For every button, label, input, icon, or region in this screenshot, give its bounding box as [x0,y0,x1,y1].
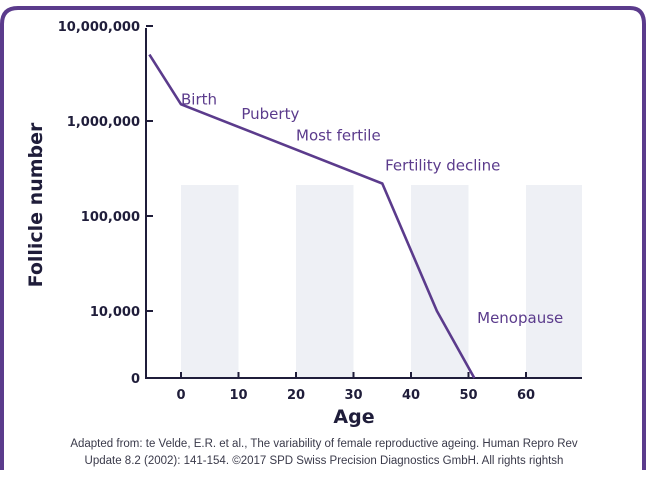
annotation-fertility-decline: Fertility decline [385,157,500,175]
x-axis-title: Age [333,406,374,428]
shaded-band-3 [526,185,582,378]
y-tick-label: 10,000 [90,305,140,320]
annotation-birth: Birth [181,90,217,108]
shaded-bands [181,185,582,378]
x-tick-label: 30 [344,388,362,403]
follicle-line [148,53,476,379]
x-tick-label: 20 [287,388,305,403]
annotation-menopause: Menopause [477,309,563,327]
shaded-band-0 [181,185,239,378]
x-tick-label: 60 [517,388,535,403]
source-note: Adapted from: te Velde, E.R. et al., The… [14,436,634,470]
shaded-band-1 [296,185,354,378]
annotation-most-fertile: Most fertile [296,127,381,145]
source-line-1: Adapted from: te Velde, E.R. et al., The… [70,438,578,450]
x-tick-label: 10 [229,388,247,403]
x-tick-label: 40 [402,388,420,403]
x-tick-label: 0 [176,388,185,403]
y-axis-title: Follicle number [25,122,47,287]
shaded-band-2 [411,185,469,378]
source-line-2: Update 8.2 (2002): 141-154. ©2017 SPD Sw… [84,455,564,467]
y-tick-label: 1,000,000 [67,115,140,130]
y-axis-ticks: 0 10,000 100,000 1,000,000 10,000,000 [58,20,153,387]
y-tick-label: 0 [131,372,140,387]
y-tick-label: 10,000,000 [58,20,140,35]
series-line [148,53,476,379]
x-tick-label: 50 [459,388,477,403]
annotation-puberty: Puberty [241,105,299,123]
axes [145,28,582,379]
y-tick-label: 100,000 [81,210,140,225]
x-axis-ticks: 0 10 20 30 40 50 60 [176,372,535,403]
